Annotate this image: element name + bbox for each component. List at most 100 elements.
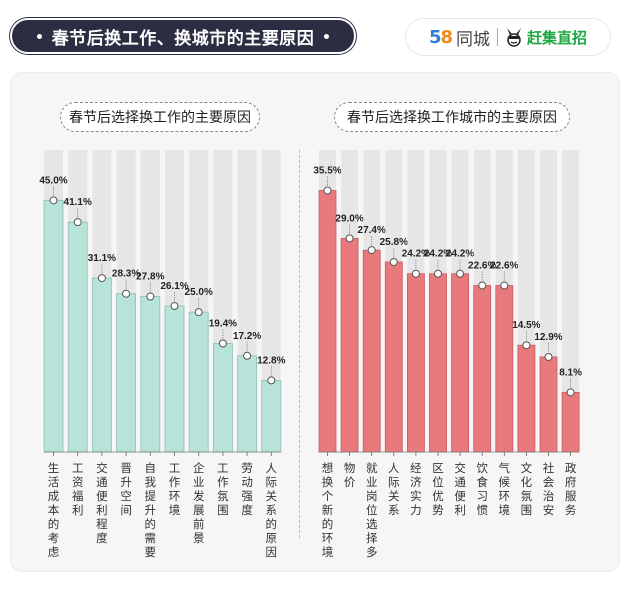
- right-value-marker: [323, 186, 332, 195]
- right-category-label: 社会治安: [543, 461, 555, 517]
- left-category-label: 工作环境: [169, 461, 181, 517]
- right-value-label: 25.8%: [380, 237, 408, 248]
- left-value-marker: [73, 218, 82, 227]
- right-value-marker: [500, 281, 509, 290]
- left-value-label: 12.8%: [257, 355, 285, 366]
- right-value-label: 29.0%: [335, 213, 363, 224]
- left-value-marker: [218, 339, 227, 348]
- right-value-marker: [522, 341, 531, 350]
- right-value-label: 12.9%: [534, 332, 562, 343]
- right-value-marker: [367, 246, 376, 255]
- right-category-label: 区位优势: [432, 461, 444, 517]
- left-value-label: 28.3%: [112, 269, 140, 280]
- right-bar: [318, 190, 337, 453]
- right-bar: [451, 273, 470, 453]
- right-bar: [384, 261, 403, 453]
- left-category-label: 交通便利程度: [96, 461, 108, 545]
- right-bar: [429, 273, 447, 453]
- right-bar: [495, 285, 514, 453]
- right-bar: [561, 391, 580, 453]
- right-category-label: 交通便利: [454, 461, 466, 517]
- logo-ganji: 赶集直招: [527, 28, 588, 47]
- right-category-label: 气候环境: [499, 461, 511, 517]
- left-value-label: 26.1%: [160, 281, 188, 292]
- right-value-label: 22.6%: [490, 261, 518, 272]
- right-category-label: 饮食习惯: [476, 461, 488, 517]
- right-value-label: 22.6%: [468, 261, 496, 272]
- left-bar: [212, 343, 233, 453]
- right-value-label: 24.2%: [424, 249, 452, 260]
- logo-tongcheng: 同城: [456, 29, 491, 50]
- left-category-label: 自我提升的需要: [145, 461, 157, 559]
- left-category-label: 劳动强度: [241, 461, 253, 517]
- right-value-label: 24.2%: [402, 249, 430, 260]
- right-value-marker: [566, 388, 575, 397]
- left-value-marker: [243, 351, 252, 360]
- left-bar: [237, 355, 258, 453]
- left-bar: [92, 277, 112, 453]
- right-category-label: 政府服务: [565, 461, 577, 517]
- right-bar: [473, 285, 492, 453]
- brand-logo: 58 同城 赶集直招: [405, 18, 611, 56]
- left-bar: [261, 380, 282, 453]
- right-value-marker: [456, 269, 465, 278]
- right-value-marker: [434, 269, 442, 278]
- left-value-marker: [49, 196, 58, 205]
- left-bar: [43, 199, 64, 453]
- left-value-marker: [146, 292, 155, 301]
- right-value-marker: [411, 269, 420, 278]
- right-value-label: 14.5%: [512, 320, 540, 331]
- left-bar: [140, 296, 161, 453]
- left-bar-track: [261, 150, 281, 452]
- right-value-marker: [345, 234, 354, 243]
- left-category-label: 工作氛围: [217, 461, 229, 517]
- right-bar: [539, 356, 558, 453]
- left-value-label: 41.1%: [64, 197, 92, 208]
- right-value-label: 8.1%: [559, 367, 582, 378]
- right-bar: [340, 237, 359, 453]
- right-bar-track: [562, 150, 580, 452]
- right-category-label: 想换个新的环境: [322, 461, 334, 559]
- left-bar: [164, 305, 185, 453]
- donkey-mascot-icon: [507, 28, 522, 47]
- right-chart-title: 春节后选择换工作城市的主要原因: [334, 102, 570, 132]
- left-value-label: 45.0%: [39, 175, 67, 186]
- bullet-dot-icon: [324, 33, 330, 39]
- right-chart-title-text: 春节后选择换工作城市的主要原因: [347, 110, 557, 126]
- right-category-label: 文化氛围: [521, 461, 533, 517]
- chart-divider: [299, 150, 300, 538]
- left-bar: [67, 221, 88, 453]
- right-bar: [362, 249, 381, 453]
- page-title-text: 春节后换工作、换城市的主要原因: [51, 28, 315, 49]
- right-value-marker: [389, 257, 398, 266]
- left-value-marker: [97, 274, 106, 283]
- right-category-label: 经济实力: [410, 461, 422, 517]
- left-value-label: 27.8%: [136, 272, 164, 283]
- left-value-marker: [267, 376, 276, 385]
- left-category-label: 晋升空间: [120, 461, 132, 517]
- logo-58: 58: [428, 26, 453, 48]
- left-value-marker: [170, 302, 179, 311]
- left-category-label: 企业发展前景: [193, 461, 205, 545]
- left-bar: [188, 311, 209, 453]
- left-chart-title: 春节后选择换工作的主要原因: [60, 102, 260, 132]
- left-category-label: 工资福利: [72, 461, 84, 517]
- left-value-label: 19.4%: [209, 319, 237, 330]
- right-value-label: 35.5%: [313, 166, 341, 177]
- left-category-label: 生活成本的考虑: [48, 461, 60, 559]
- left-category-label: 人际关系的原因: [266, 461, 278, 559]
- right-value-marker: [478, 281, 487, 290]
- logo-divider: [497, 28, 499, 46]
- left-bar: [116, 293, 136, 453]
- right-category-label: 物价: [344, 461, 356, 489]
- right-bar: [517, 344, 536, 453]
- right-category-label: 人际关系: [388, 461, 400, 517]
- right-value-label: 24.2%: [446, 249, 474, 260]
- left-value-marker: [194, 308, 203, 317]
- left-value-label: 17.2%: [233, 331, 261, 342]
- right-value-label: 27.4%: [358, 225, 386, 236]
- page-title: 春节后换工作、换城市的主要原因: [10, 18, 356, 54]
- bullet-dot-icon: [36, 33, 42, 39]
- left-chart-title-text: 春节后选择换工作的主要原因: [69, 110, 251, 126]
